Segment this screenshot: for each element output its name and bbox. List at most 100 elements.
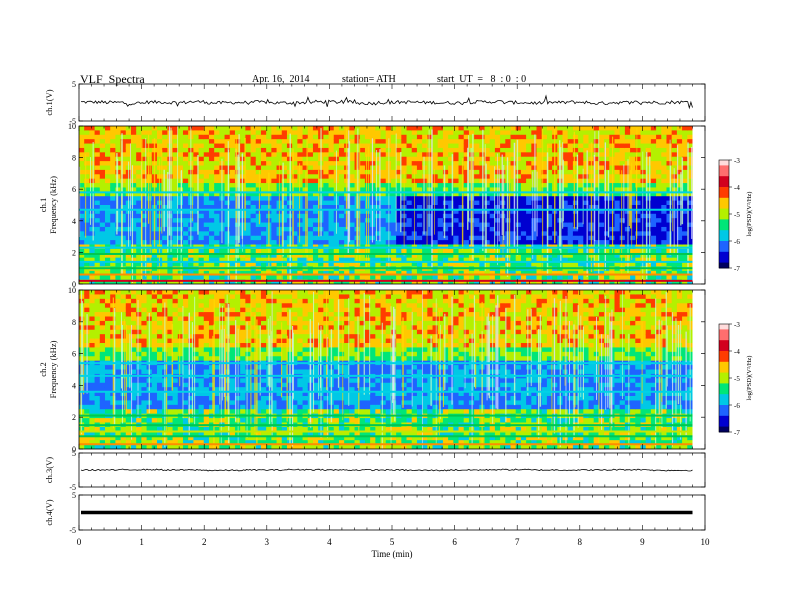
spectrogram-cell [364,156,371,162]
spectrogram-cell [463,257,470,263]
spectrogram-cell [463,147,470,153]
spectrogram-cell [214,139,220,145]
spectrogram-cell [281,231,288,237]
spectrogram-cell [552,253,558,259]
spectrogram-cell [198,152,205,158]
spectrogram-cell [328,126,335,131]
spectrogram-cell [390,248,397,254]
spectrogram-cell [141,253,148,259]
spectrogram-cell [515,222,522,228]
spectrogram-cell [526,257,532,263]
spectrogram-cell [630,183,636,189]
spectrogram-cell [99,294,106,300]
spectrogram-cell [349,226,356,232]
spectrogram-cell [630,134,636,140]
spectrogram-cell [255,143,262,149]
spectrogram-cell [541,143,548,149]
spectrogram-cell [666,218,673,224]
spectrogram-cell [442,147,449,153]
spectrogram-cell [432,218,439,224]
spectrogram-cell [208,231,215,237]
spectrogram-cell [458,130,465,136]
spectrogram-cell [676,174,683,180]
spectrogram-cell [510,240,517,246]
spectrogram-cell [115,440,122,446]
spectrogram-cell [645,231,652,237]
spectrogram-cell [162,152,168,158]
spectrogram-cell [203,134,210,140]
spectrogram-cell [432,209,439,215]
spectrogram-cell [99,156,106,162]
spectrogram-cell [110,183,116,189]
spectrogram-cell [115,290,122,296]
spectrogram-cell [567,200,574,206]
colorbar-swatch [719,176,729,180]
spectrogram-cell [266,169,272,175]
spectrogram-cell [385,275,392,281]
spectrogram-cell [167,218,174,224]
spectrogram-cell [546,130,553,136]
spectrogram-cell [531,270,538,276]
spectrogram-cell [245,200,252,206]
spectrogram-cell [396,257,402,263]
spectrogram-cell [666,126,673,131]
spectrogram-cell [240,222,246,228]
spectrogram-cell [120,231,127,237]
spectrogram-cell [177,126,184,131]
spectrogram-cell [552,275,558,281]
spectrogram-cell [396,209,402,215]
spectrogram-cell [281,152,288,158]
spectrogram-cell [432,262,439,268]
spectrogram-cell [676,222,683,228]
spectrogram-cell [463,161,470,167]
spectrogram-cell [448,270,454,276]
spectrogram-cell [323,226,330,232]
spectrogram-cell [156,253,163,259]
spectrogram-cell [141,187,148,193]
spectrogram-cell [94,231,101,237]
spectrogram-cell [364,191,371,197]
spectrogram-cell [520,187,527,193]
spectrogram-cell [536,130,543,136]
spectrogram-cell [240,183,246,189]
spectrogram-cell [510,134,517,140]
spectrogram-cell [406,231,413,237]
spectrogram-cell [531,183,538,189]
spectrogram-cell [115,205,122,210]
spectrogram-cell [84,169,90,175]
spectrogram-cell [411,156,418,162]
spectrogram-cell [541,270,548,276]
spectrogram-cell [156,130,163,136]
spectrogram-cell [281,248,288,254]
spectrogram-cell [214,187,220,193]
spectrogram-cell [614,156,621,162]
spectrogram-cell [146,165,153,171]
spectrogram-cell [146,156,153,162]
spectrogram-cell [89,290,96,296]
spectrogram-cell [583,270,590,276]
spectrogram-cell [245,226,252,232]
spectrogram-cell [297,169,304,175]
spectrogram-cell [489,205,496,210]
spectrogram-cell [115,320,122,326]
spectrogram-cell [136,187,142,193]
spectrogram-cell [84,156,90,162]
spectrogram-cell [630,178,636,184]
spectrogram-cell [89,161,96,167]
spectrogram-cell [94,303,101,309]
spectrogram-cell [583,169,590,175]
spectrogram-cell [130,222,137,228]
spectrogram-cell [333,248,340,254]
spectrogram-cell [229,209,236,215]
spectrogram-cell [640,183,647,189]
spectrogram-cell [645,147,652,153]
spectrogram-cell [198,205,205,210]
spectrogram-cell [531,218,538,224]
spectrogram-cell [260,196,267,202]
spectrogram-cell [229,156,236,162]
spectrogram-cell [546,226,553,232]
spectrogram-cell [567,205,574,210]
y-tick-label: 6 [72,185,76,194]
spectrogram-cell [375,240,382,246]
spectrogram-cell [396,262,402,268]
